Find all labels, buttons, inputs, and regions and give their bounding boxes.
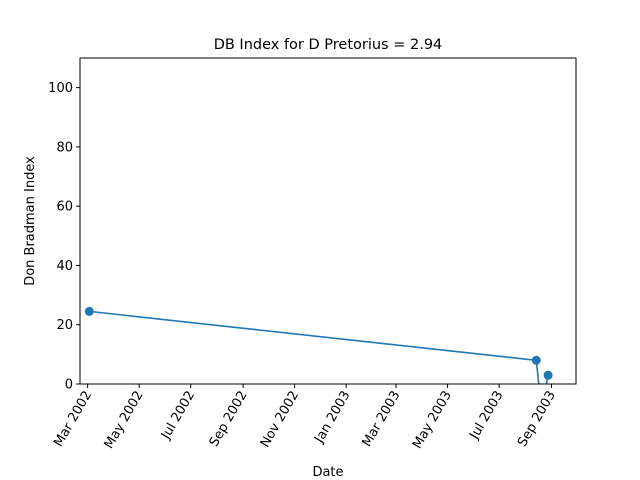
x-axis-label: Date [312, 465, 343, 480]
y-tick-label: 0 [65, 378, 73, 393]
y-tick-label: 60 [56, 200, 73, 215]
y-tick-label: 80 [56, 140, 73, 155]
y-tick-label: 100 [48, 81, 73, 96]
plot-frame [79, 57, 577, 385]
data-point [543, 370, 553, 380]
y-tick-label: 20 [56, 318, 73, 333]
chart-title: DB Index for D Pretorius = 2.94 [214, 37, 443, 53]
data-point [531, 355, 541, 365]
data-point [84, 306, 94, 316]
series-layer [84, 306, 553, 384]
y-axis-label: Don Bradman Index [23, 156, 38, 286]
series-line [89, 310, 549, 384]
y-tick-label: 40 [56, 259, 73, 274]
